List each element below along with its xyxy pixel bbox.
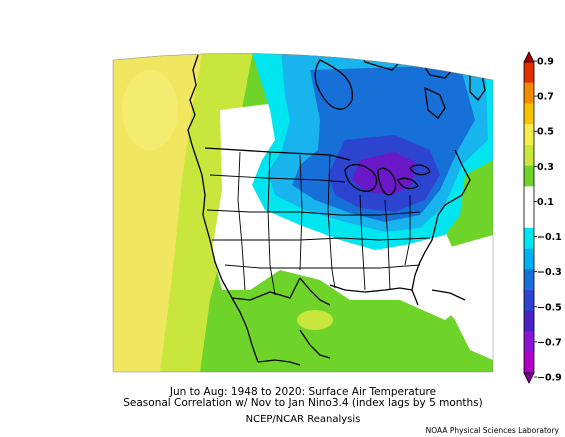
colorbar-segment [524,82,534,104]
map-panel [113,53,493,372]
colorbar-label: 0.9 [537,57,554,68]
colorbar-segment [524,269,534,291]
colorbar-segment [524,144,534,166]
atlantic-neutral-region [440,235,493,360]
colorbar-bottom-arrow [523,372,535,384]
colorbar-segment [524,124,534,146]
colorbar-label: −0.3 [537,267,562,278]
colorbar-segment [524,62,534,83]
pacific-pale-blob [122,70,178,150]
colorbar-segment [524,331,534,353]
gulf-lightgreen-blob [297,310,333,330]
coastlines-and-borders [187,53,486,366]
colorbar-segment [524,248,534,270]
colorbar-segment [524,290,534,311]
map-title-line2: Seasonal Correlation w/ Nov to Jan Nino3… [123,397,483,409]
colorbar-label: −0.9 [537,373,562,384]
map-title-line1: Jun to Aug: 1948 to 2020: Surface Air Te… [169,386,437,398]
colorbar: 0.9 0.7 0.5 0.3 0.1 −0.1 −0.3 −0.5 −0.7 −0.9 [523,51,562,384]
map-border [112,53,494,373]
colorbar-segment [524,165,534,187]
map-source: NCEP/NCAR Reanalysis [245,414,361,425]
purple-core-region [352,152,415,195]
colorbar-segment [524,103,534,125]
colorbar-label: 0.7 [537,92,554,103]
colorbar-label: 0.5 [537,127,554,138]
colorbar-top-arrow [523,51,535,63]
colorbar-label: −0.7 [537,337,562,348]
colorbar-label: 0.1 [537,197,554,208]
colorbar-label: 0.3 [537,162,554,173]
colorbar-label: −0.1 [537,232,562,243]
colorbar-segment [524,207,534,229]
colorbar-segment [524,352,534,374]
colorbar-segment [524,227,534,249]
state-borders [206,151,431,296]
colorbar-segment [524,310,534,332]
colorbar-label: −0.5 [537,302,562,313]
map-credit: NOAA Physical Sciences Laboratory [425,426,559,435]
colorbar-segment [524,186,534,208]
